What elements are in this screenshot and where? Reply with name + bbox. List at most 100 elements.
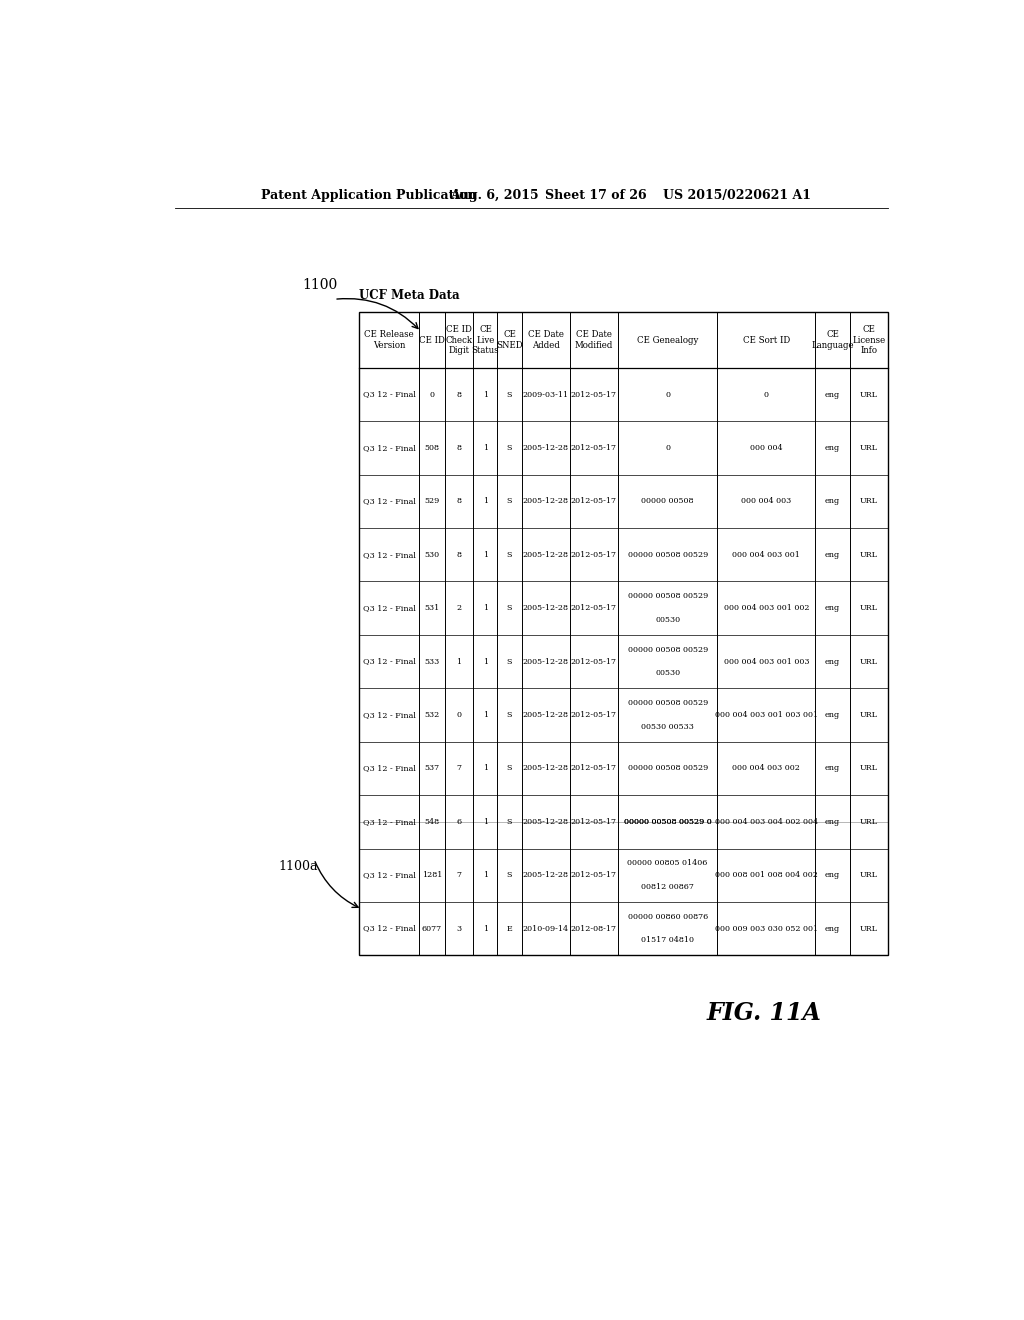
Text: 2012-05-17: 2012-05-17 (570, 550, 616, 558)
Text: 2012-05-17: 2012-05-17 (570, 764, 616, 772)
Text: FIG. 11A: FIG. 11A (707, 1001, 821, 1026)
Text: 1100: 1100 (302, 279, 338, 293)
Text: 8: 8 (457, 498, 462, 506)
Text: Q3 12 - Final: Q3 12 - Final (362, 871, 416, 879)
Text: 1: 1 (483, 605, 488, 612)
Text: 00000 00508 00529 0: 00000 00508 00529 0 (624, 818, 712, 826)
Text: 7: 7 (457, 764, 462, 772)
Text: 532: 532 (424, 711, 439, 719)
Text: 1: 1 (483, 444, 488, 451)
Text: URL: URL (860, 391, 878, 399)
Text: 00000 00508: 00000 00508 (641, 498, 694, 506)
Text: S: S (507, 444, 512, 451)
Text: 1281: 1281 (422, 871, 442, 879)
Text: URL: URL (860, 605, 878, 612)
Text: 000 004 003 001 003: 000 004 003 001 003 (724, 657, 809, 665)
Text: 530: 530 (424, 550, 439, 558)
Text: Q3 12 - Final: Q3 12 - Final (362, 498, 416, 506)
Text: eng: eng (825, 444, 840, 451)
Text: eng: eng (825, 550, 840, 558)
Text: S: S (507, 764, 512, 772)
Text: 00530: 00530 (655, 669, 680, 677)
Text: eng: eng (825, 818, 840, 826)
Text: 2012-05-17: 2012-05-17 (570, 444, 616, 451)
Text: eng: eng (825, 871, 840, 879)
Text: 508: 508 (425, 444, 439, 451)
Text: URL: URL (860, 550, 878, 558)
Text: eng: eng (825, 924, 840, 933)
Text: Q3 12 - Final: Q3 12 - Final (362, 657, 416, 665)
Text: S: S (507, 498, 512, 506)
Text: URL: URL (860, 764, 878, 772)
Text: 01517 04810: 01517 04810 (641, 936, 694, 944)
Text: S: S (507, 711, 512, 719)
Text: CE
Language: CE Language (811, 330, 854, 350)
Text: 2005-12-28: 2005-12-28 (522, 711, 568, 719)
Text: CE Date
Modified: CE Date Modified (574, 330, 613, 350)
Text: 000 004 003 004 002 004: 000 004 003 004 002 004 (715, 818, 818, 826)
Text: CE Genealogy: CE Genealogy (637, 335, 698, 345)
Text: 8: 8 (457, 391, 462, 399)
Text: 000 004 003 001 003 001: 000 004 003 001 003 001 (715, 711, 818, 719)
Text: S: S (507, 550, 512, 558)
Text: 1: 1 (483, 550, 488, 558)
Text: 00000 00508 00529: 00000 00508 00529 (628, 593, 708, 601)
Text: URL: URL (860, 444, 878, 451)
Text: Q3 12 - Final: Q3 12 - Final (362, 711, 416, 719)
Text: 2012-05-17: 2012-05-17 (570, 657, 616, 665)
Text: 0: 0 (666, 391, 670, 399)
Text: 7: 7 (457, 871, 462, 879)
Bar (359, 313, 888, 956)
Text: 2012-05-17: 2012-05-17 (570, 871, 616, 879)
Text: 529: 529 (424, 498, 439, 506)
Text: CE ID
Check
Digit: CE ID Check Digit (445, 325, 473, 355)
Text: 548: 548 (424, 818, 439, 826)
Text: CE
Live
Status: CE Live Status (472, 325, 500, 355)
Text: 2012-08-17: 2012-08-17 (570, 924, 616, 933)
Text: eng: eng (825, 605, 840, 612)
Text: Q3 12 - Final: Q3 12 - Final (362, 818, 416, 826)
Text: 6: 6 (457, 818, 462, 826)
Text: 000 008 001 008 004 002: 000 008 001 008 004 002 (715, 871, 818, 879)
Text: 2012-05-17: 2012-05-17 (570, 498, 616, 506)
Text: 1: 1 (483, 657, 488, 665)
Text: 1100a: 1100a (279, 861, 318, 874)
Text: CE Date
Added: CE Date Added (527, 330, 563, 350)
Text: 2012-05-17: 2012-05-17 (570, 605, 616, 612)
Text: 3: 3 (457, 924, 462, 933)
Text: URL: URL (860, 924, 878, 933)
Text: Q3 12 - Final: Q3 12 - Final (362, 924, 416, 933)
Text: CE
SNED: CE SNED (497, 330, 523, 350)
Text: 533: 533 (424, 657, 439, 665)
Text: 000 004: 000 004 (750, 444, 782, 451)
Text: 00000 00860 00876: 00000 00860 00876 (628, 913, 708, 921)
Text: 00812 00867: 00812 00867 (641, 883, 694, 891)
Text: 1: 1 (483, 498, 488, 506)
Text: S: S (507, 871, 512, 879)
Text: 000 009 003 030 052 001: 000 009 003 030 052 001 (715, 924, 818, 933)
Text: 1: 1 (457, 657, 462, 665)
Text: S: S (507, 818, 512, 826)
Text: 00000 00508 00529 0: 00000 00508 00529 0 (624, 818, 712, 826)
Text: S: S (507, 391, 512, 399)
Text: URL: URL (860, 711, 878, 719)
Text: 00000 00508 00529: 00000 00508 00529 (628, 645, 708, 653)
Text: Q3 12 - Final: Q3 12 - Final (362, 391, 416, 399)
Text: 2012-05-17: 2012-05-17 (570, 711, 616, 719)
Text: 0: 0 (666, 444, 670, 451)
Text: E: E (507, 924, 512, 933)
Text: 2012-05-17: 2012-05-17 (570, 818, 616, 826)
Text: 2005-12-28: 2005-12-28 (522, 871, 568, 879)
Text: eng: eng (825, 391, 840, 399)
Text: 2005-12-28: 2005-12-28 (522, 444, 568, 451)
Text: 8: 8 (457, 550, 462, 558)
Text: 1: 1 (483, 871, 488, 879)
Text: Sheet 17 of 26: Sheet 17 of 26 (545, 189, 646, 202)
Text: 2010-09-14: 2010-09-14 (522, 924, 568, 933)
Text: URL: URL (860, 871, 878, 879)
Text: 000 004 003 002: 000 004 003 002 (732, 764, 800, 772)
Text: URL: URL (860, 818, 878, 826)
Text: Q3 12 - Final: Q3 12 - Final (362, 444, 416, 451)
Text: S: S (507, 657, 512, 665)
Text: 000 004 003 001: 000 004 003 001 (732, 550, 800, 558)
